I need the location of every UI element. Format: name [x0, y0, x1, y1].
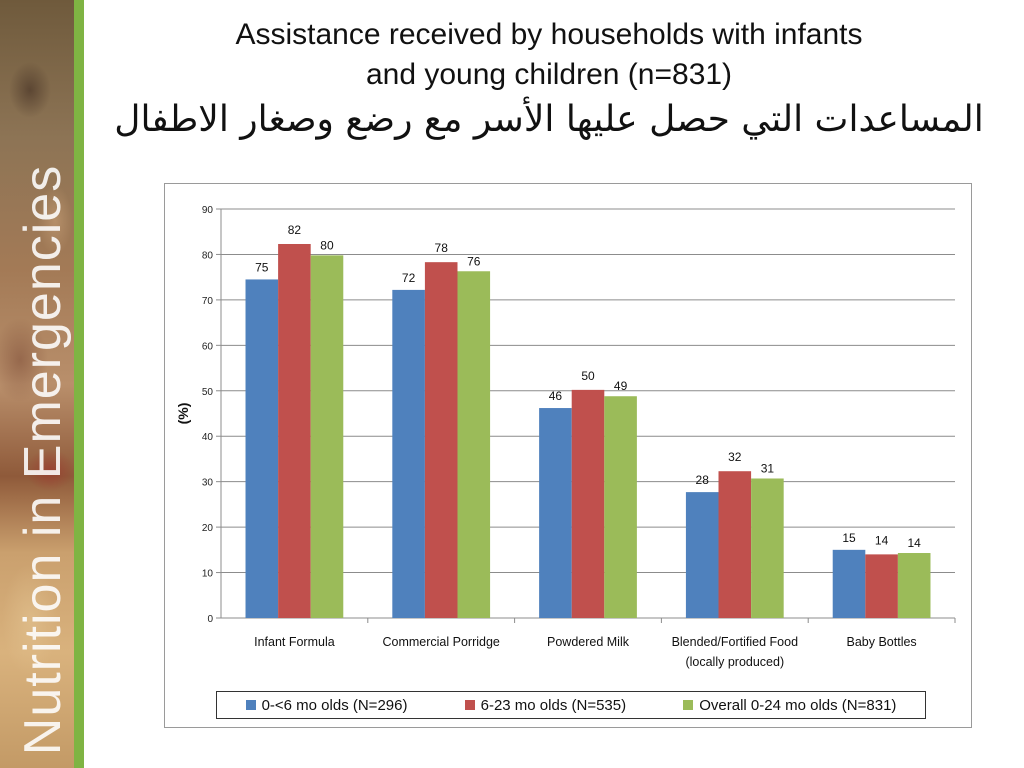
bar	[751, 478, 784, 618]
y-tick-label: 70	[202, 296, 214, 307]
y-tick-label: 50	[202, 387, 214, 398]
bar	[865, 554, 898, 618]
legend-swatch	[464, 700, 475, 710]
data-label: 72	[402, 271, 416, 285]
bar	[571, 389, 605, 618]
bar-chart: 0 10 20 30 40 50 60 70 80 90 (%) Infant Formula 75 82…	[175, 205, 956, 669]
data-label: 15	[842, 531, 856, 545]
data-label: 76	[467, 254, 481, 268]
legend-swatch	[245, 700, 256, 710]
bar	[310, 255, 344, 618]
y-tick-label: 90	[202, 205, 214, 216]
data-label: 49	[614, 379, 628, 393]
x-tick-label: Blended/Fortified Food	[672, 635, 799, 649]
x-tick-label: Powdered Milk	[547, 635, 630, 649]
x-tick-label: Commercial Porridge	[382, 635, 499, 649]
bar	[457, 271, 491, 618]
x-tick-label: Baby Bottles	[847, 635, 917, 649]
sidebar-photo	[0, 0, 84, 768]
data-label: 50	[581, 369, 595, 383]
y-tick-label: 60	[202, 341, 214, 352]
data-label: 78	[435, 241, 449, 255]
bar	[685, 492, 719, 618]
bar	[604, 396, 637, 618]
bar	[718, 471, 752, 618]
data-label: 28	[696, 473, 710, 487]
slide-title-arabic: المساعدات التي حصل عليها الأسر مع رضع وص…	[114, 99, 984, 140]
y-tick-label: 0	[207, 614, 213, 625]
data-label: 14	[908, 536, 922, 550]
y-tick-label: 40	[202, 432, 214, 443]
chart-legend: 0-<6 mo olds (N=296) 6-23 mo olds (N=535)…	[216, 691, 926, 719]
data-label: 82	[288, 223, 302, 237]
data-label: 14	[875, 533, 889, 547]
slide-title-english-line-2: and young children (n=831)	[365, 58, 733, 91]
x-tick-label: Infant Formula	[254, 635, 335, 649]
legend-label: Overall 0-24 mo olds (N=831)	[699, 696, 897, 714]
y-tick-label: 30	[202, 478, 214, 489]
bar	[392, 289, 425, 618]
legend-item: 0-<6 mo olds (N=296)	[245, 696, 408, 714]
y-tick-label: 20	[202, 523, 214, 534]
data-label: 31	[761, 461, 775, 475]
sidebar-vertical-text: Nutrition in Emergencies	[14, 164, 72, 756]
sidebar-green-stripe	[74, 0, 84, 768]
bar	[539, 408, 572, 618]
y-tick-label: 10	[202, 569, 214, 580]
y-axis-label: (%)	[175, 403, 191, 425]
bar	[278, 243, 311, 618]
bar	[424, 262, 458, 618]
bar	[245, 279, 279, 618]
slide-title-english-line-1: Assistance received by households with i…	[235, 18, 863, 51]
x-tick-label: (locally produced)	[685, 655, 784, 669]
legend-swatch	[683, 700, 694, 710]
data-label: 80	[320, 238, 334, 252]
data-label: 75	[255, 260, 269, 274]
chart-container: 0 10 20 30 40 50 60 70 80 90 (%) Infant Formula 75 82…	[164, 183, 972, 728]
data-label: 46	[549, 389, 563, 403]
bar	[897, 553, 931, 618]
legend-item: Overall 0-24 mo olds (N=831)	[683, 697, 896, 714]
legend-item: 6-23 mo olds (N=535)	[464, 696, 627, 714]
legend-label: 0-<6 mo olds (N=296)	[261, 696, 408, 714]
data-label: 32	[728, 450, 742, 464]
bar	[832, 549, 866, 618]
sidebar-photo-banner: Nutrition in Emergencies	[0, 0, 84, 768]
y-tick-label: 80	[202, 250, 214, 261]
legend-label: 6-23 mo olds (N=535)	[480, 696, 627, 714]
